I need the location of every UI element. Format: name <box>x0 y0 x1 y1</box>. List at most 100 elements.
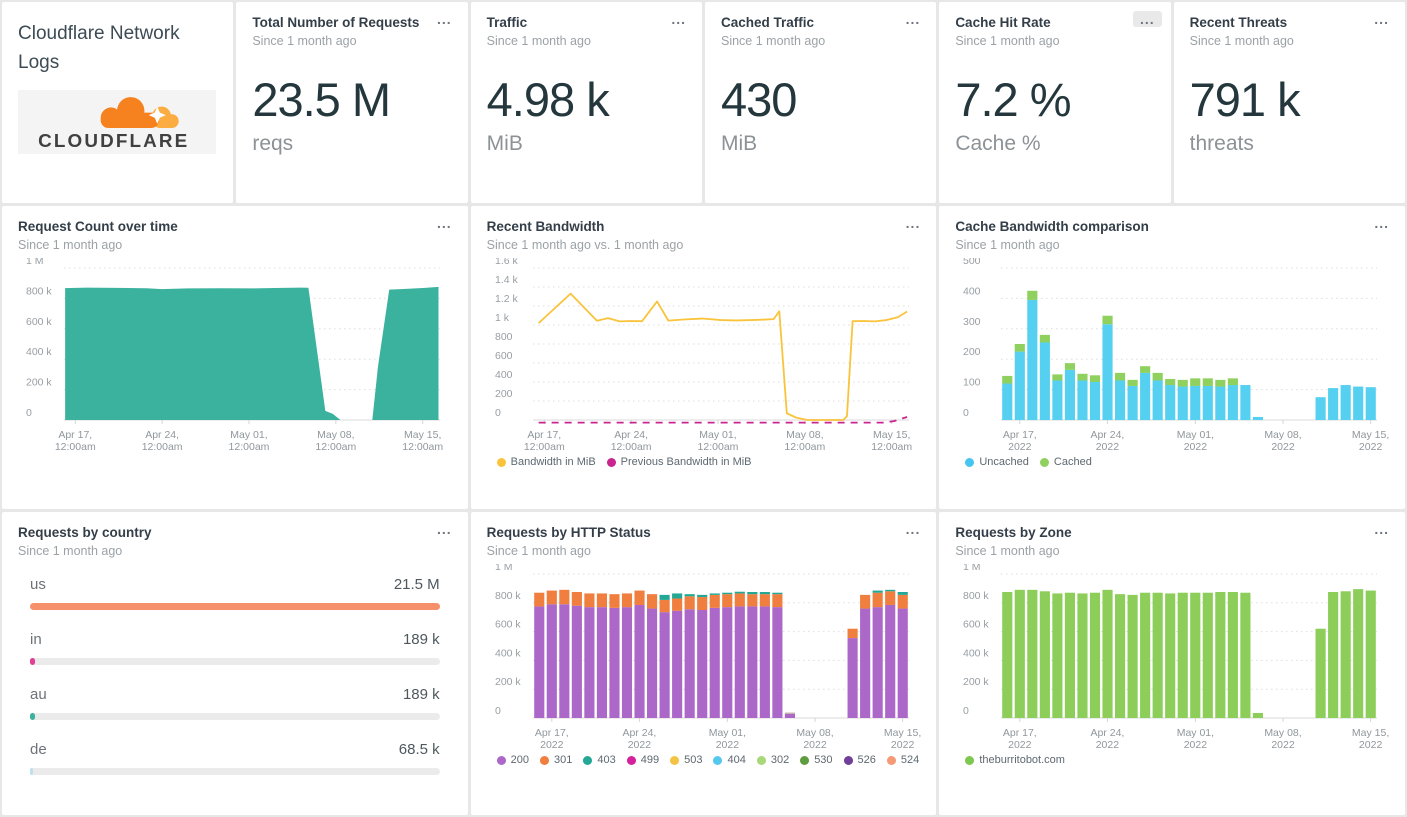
gauge-fill <box>30 603 440 610</box>
legend-item[interactable]: 200 <box>496 754 530 766</box>
panel-menu-button[interactable]: ... <box>1132 11 1162 27</box>
svg-text:2022: 2022 <box>1359 441 1383 453</box>
panel-request-count: Request Count over time Since 1 month ag… <box>2 206 468 509</box>
recent-bandwidth-chart[interactable]: 0 200 400 600 800 1 k 1.2 k 1.4 k 1.6 k Apr 17, 12… <box>487 258 921 454</box>
gauge-row-in: in 189 k <box>18 631 452 665</box>
stat-unit: threats <box>1189 132 1254 155</box>
svg-text:12:00am: 12:00am <box>315 441 356 453</box>
gauge-value: 189 k <box>402 686 440 703</box>
legend-item[interactable]: 526 <box>843 754 876 766</box>
panel-menu-button[interactable]: ... <box>899 215 928 231</box>
legend-item[interactable]: 301 <box>540 754 572 766</box>
panel-menu-button[interactable]: ... <box>1367 11 1396 27</box>
panel-subtitle: Since 1 month ago <box>955 544 1060 558</box>
top-stats-row: Cloudflare Network Logs CLOUDFLARE Total… <box>2 2 1405 203</box>
svg-text:Apr 17,: Apr 17, <box>1003 727 1037 739</box>
svg-text:800: 800 <box>495 331 513 343</box>
country-gauge-list: us 21.5 M in 189 k au 189 k de 68.5 k <box>18 576 452 775</box>
legend-label: theburritobot.com <box>979 754 1065 766</box>
legend-item[interactable]: 404 <box>713 754 746 766</box>
panel-requests-by-country: Requests by country Since 1 month ago ..… <box>2 512 468 815</box>
svg-text:0: 0 <box>963 407 969 419</box>
panel-menu-button[interactable]: ... <box>899 11 928 27</box>
legend-label: 200 <box>510 754 530 766</box>
panel-cache-bandwidth: Cache Bandwidth comparison Since 1 month… <box>939 206 1406 509</box>
legend-item[interactable]: 302 <box>756 754 789 766</box>
legend-label: Previous Bandwidth in MiB <box>620 456 752 468</box>
panel-title: Requests by HTTP Status <box>486 525 651 540</box>
legend-dot <box>965 457 975 467</box>
stat-card-total-requests: Total Number of Requests Since 1 month a… <box>236 2 468 203</box>
panel-title: Requests by country <box>18 525 152 540</box>
panel-menu-button[interactable]: ... <box>1367 215 1396 231</box>
panel-recent-bandwidth: Recent Bandwidth Since 1 month ago vs. 1… <box>470 206 937 509</box>
svg-text:2022: 2022 <box>1184 441 1208 453</box>
svg-text:Apr 24,: Apr 24, <box>1091 727 1125 739</box>
svg-text:0: 0 <box>963 705 969 717</box>
svg-text:1.6 k: 1.6 k <box>495 258 519 267</box>
svg-text:200: 200 <box>963 346 981 358</box>
panel-subtitle: Since 1 month ago <box>18 238 123 252</box>
legend-item[interactable]: 403 <box>583 754 616 766</box>
legend-item[interactable]: Previous Bandwidth in MiB <box>606 456 752 468</box>
svg-text:100: 100 <box>963 377 981 389</box>
legend-label: Bandwidth in MiB <box>510 456 596 468</box>
legend-dot <box>626 755 636 765</box>
legend-item[interactable]: Uncached <box>965 456 1029 468</box>
legend-label: 503 <box>684 754 703 766</box>
svg-text:2022: 2022 <box>891 739 915 751</box>
panel-menu-button[interactable]: ... <box>430 215 459 231</box>
legend-item[interactable]: theburritobot.com <box>965 754 1065 766</box>
svg-text:1.2 k: 1.2 k <box>495 293 519 305</box>
legend-item[interactable]: Bandwidth in MiB <box>496 456 596 468</box>
legend-item[interactable]: 530 <box>800 754 833 766</box>
svg-text:400 k: 400 k <box>963 647 989 659</box>
legend-item[interactable]: 503 <box>670 754 702 766</box>
svg-text:12:00am: 12:00am <box>402 441 443 453</box>
stat-value: 7.2 % <box>955 73 1071 126</box>
panel-menu-button[interactable]: ... <box>430 11 459 27</box>
panel-subtitle: Since 1 month ago <box>486 544 591 558</box>
svg-text:600: 600 <box>495 350 513 362</box>
svg-text:12:00am: 12:00am <box>142 441 183 453</box>
gauge-fill <box>30 768 33 775</box>
legend-label: 403 <box>597 754 616 766</box>
legend-item[interactable]: 499 <box>626 754 659 766</box>
panel-title: Recent Bandwidth <box>486 219 605 234</box>
gauge-track <box>30 768 440 775</box>
svg-text:2022: 2022 <box>803 739 827 751</box>
stat-card-traffic: Traffic Since 1 month ago ... 4.98 k MiB <box>470 2 702 203</box>
svg-text:400 k: 400 k <box>26 346 52 358</box>
panel-title: Cached Traffic <box>720 15 815 30</box>
svg-text:May 08,: May 08, <box>786 429 823 441</box>
svg-text:2022: 2022 <box>1096 739 1120 751</box>
legend-dot <box>583 755 593 765</box>
gauge-value: 21.5 M <box>393 576 440 593</box>
svg-text:May 01,: May 01, <box>230 429 267 441</box>
legend-item[interactable]: Cached <box>1039 456 1092 468</box>
svg-text:2022: 2022 <box>1096 441 1120 453</box>
svg-text:2022: 2022 <box>540 739 564 751</box>
svg-text:Apr 17,: Apr 17, <box>58 429 92 441</box>
svg-text:2022: 2022 <box>1272 441 1296 453</box>
svg-text:2022: 2022 <box>1008 441 1032 453</box>
panel-title: Total Number of Requests <box>252 15 420 30</box>
middle-charts-row: Request Count over time Since 1 month ag… <box>2 206 1406 509</box>
svg-text:2022: 2022 <box>1272 739 1296 751</box>
panel-menu-button[interactable]: ... <box>430 521 459 537</box>
gauge-row-us: us 21.5 M <box>18 576 452 610</box>
stat-unit: MiB <box>486 132 523 155</box>
panel-menu-button[interactable]: ... <box>664 11 693 27</box>
stat-value: 4.98 k <box>486 73 610 126</box>
svg-text:200 k: 200 k <box>495 676 521 688</box>
legend-item[interactable]: 524 <box>886 754 919 766</box>
panel-title: Traffic <box>486 15 528 30</box>
panel-menu-button[interactable]: ... <box>1367 521 1396 537</box>
panel-menu-button[interactable]: ... <box>899 521 928 537</box>
cache-bandwidth-chart[interactable]: 0 100 200 300 400 500 Apr 17, 2022 Apr 24, 2022 Ma… <box>955 258 1389 454</box>
